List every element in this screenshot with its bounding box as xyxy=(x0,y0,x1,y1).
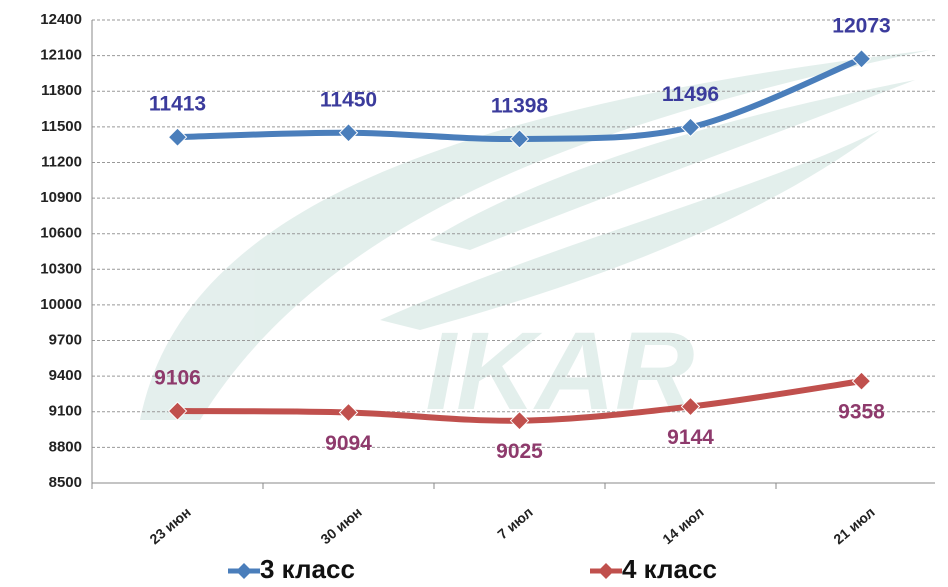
marker xyxy=(340,403,358,421)
y-tick-label: 8500 xyxy=(49,474,82,491)
x-tick-label: 23 июн xyxy=(146,504,193,547)
data-label: 11450 xyxy=(320,88,377,111)
y-tick-label: 11500 xyxy=(41,118,82,135)
y-tick-label: 12100 xyxy=(40,47,82,64)
y-tick-label: 10600 xyxy=(40,225,82,242)
x-tick-label: 30 июн xyxy=(317,504,364,547)
marker xyxy=(853,372,871,390)
x-tick-label: 21 июл xyxy=(830,504,877,547)
legend-label: 3 класс xyxy=(260,554,355,584)
marker xyxy=(169,128,187,146)
y-tick-label: 11800 xyxy=(41,82,82,99)
legend-marker xyxy=(598,563,614,579)
data-label: 12073 xyxy=(832,14,890,37)
legend-marker xyxy=(236,563,252,579)
y-tick-label: 10000 xyxy=(40,296,82,313)
data-label: 9358 xyxy=(838,401,885,424)
y-tick-label: 8800 xyxy=(49,438,82,455)
y-tick-label: 10300 xyxy=(40,260,82,277)
watermark-text: IKAR xyxy=(426,310,695,433)
data-label: 11413 xyxy=(149,93,206,116)
y-tick-label: 9700 xyxy=(49,332,82,349)
y-tick-label: 11200 xyxy=(41,153,82,170)
x-tick-label: 14 июл xyxy=(659,504,706,547)
chart: IKAR 8500 8800 9100 9400 9700 10000 10300 10600… xyxy=(0,0,948,587)
x-tick-label: 7 июл xyxy=(494,504,536,542)
y-tick-label: 9400 xyxy=(49,367,82,384)
y-tick-label: 10900 xyxy=(40,189,82,206)
data-label: 9094 xyxy=(325,432,372,455)
data-label: 11496 xyxy=(662,83,719,106)
data-label: 9025 xyxy=(496,440,543,463)
data-label: 9106 xyxy=(154,367,201,390)
y-tick-label: 9100 xyxy=(49,403,82,420)
y-tick-label: 12400 xyxy=(40,11,82,28)
data-label: 11398 xyxy=(491,95,549,118)
legend-label: 4 класс xyxy=(622,554,717,584)
data-label: 9144 xyxy=(667,426,714,449)
